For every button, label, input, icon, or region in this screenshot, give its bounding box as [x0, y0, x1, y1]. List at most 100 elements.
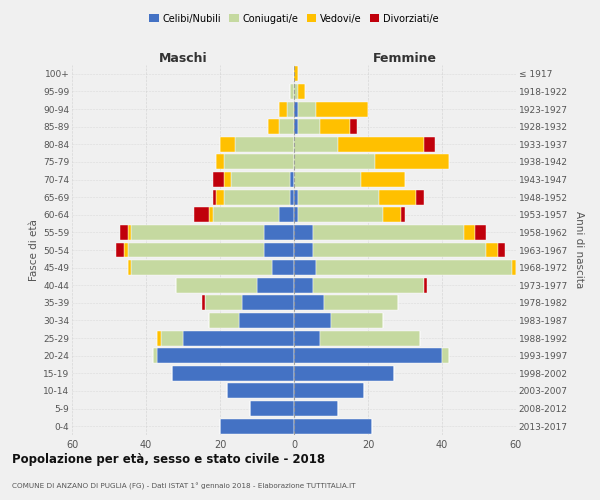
Bar: [194, 208, 209, 222]
Bar: [209, 208, 212, 222]
Bar: [224, 172, 231, 187]
Bar: [464, 225, 475, 240]
Bar: [338, 137, 424, 152]
Bar: [349, 119, 357, 134]
Bar: [383, 208, 401, 222]
Bar: [120, 225, 128, 240]
Bar: [323, 296, 398, 310]
Bar: [224, 190, 290, 204]
Bar: [416, 190, 424, 204]
Bar: [294, 119, 298, 134]
Bar: [220, 418, 294, 434]
Bar: [205, 296, 242, 310]
Bar: [298, 208, 383, 222]
Bar: [212, 190, 217, 204]
Bar: [202, 296, 205, 310]
Bar: [294, 84, 298, 99]
Bar: [224, 154, 294, 170]
Bar: [231, 172, 290, 187]
Bar: [294, 154, 376, 170]
Bar: [157, 348, 294, 363]
Bar: [487, 242, 497, 258]
Bar: [235, 137, 294, 152]
Bar: [316, 102, 368, 116]
Bar: [294, 401, 338, 416]
Bar: [290, 84, 294, 99]
Bar: [320, 119, 349, 134]
Bar: [294, 190, 298, 204]
Bar: [212, 172, 224, 187]
Bar: [294, 418, 372, 434]
Bar: [265, 225, 294, 240]
Bar: [294, 330, 320, 345]
Bar: [294, 137, 338, 152]
Bar: [239, 313, 294, 328]
Bar: [287, 102, 294, 116]
Bar: [401, 208, 405, 222]
Bar: [294, 278, 313, 292]
Bar: [497, 242, 505, 258]
Bar: [216, 154, 224, 170]
Bar: [242, 296, 294, 310]
Bar: [313, 242, 487, 258]
Bar: [424, 137, 434, 152]
Bar: [279, 208, 294, 222]
Bar: [220, 137, 235, 152]
Bar: [154, 348, 157, 363]
Bar: [279, 102, 287, 116]
Bar: [250, 401, 294, 416]
Bar: [172, 366, 294, 381]
Bar: [294, 242, 313, 258]
Bar: [294, 384, 364, 398]
Bar: [131, 260, 272, 275]
Bar: [294, 313, 331, 328]
Bar: [298, 84, 305, 99]
Text: Femmine: Femmine: [373, 52, 437, 65]
Bar: [294, 102, 298, 116]
Bar: [294, 208, 298, 222]
Bar: [424, 278, 427, 292]
Bar: [257, 278, 294, 292]
Text: COMUNE DI ANZANO DI PUGLIA (FG) - Dati ISTAT 1° gennaio 2018 - Elaborazione TUTT: COMUNE DI ANZANO DI PUGLIA (FG) - Dati I…: [12, 482, 355, 490]
Bar: [442, 348, 449, 363]
Bar: [294, 172, 361, 187]
Bar: [298, 190, 379, 204]
Bar: [361, 172, 405, 187]
Bar: [128, 225, 131, 240]
Bar: [379, 190, 416, 204]
Bar: [272, 260, 294, 275]
Bar: [331, 313, 383, 328]
Bar: [116, 242, 124, 258]
Bar: [161, 330, 183, 345]
Legend: Celibi/Nubili, Coniugati/e, Vedovi/e, Divorziati/e: Celibi/Nubili, Coniugati/e, Vedovi/e, Di…: [146, 10, 442, 26]
Bar: [128, 260, 131, 275]
Bar: [294, 366, 394, 381]
Bar: [294, 260, 316, 275]
Bar: [294, 348, 442, 363]
Bar: [294, 66, 298, 82]
Y-axis label: Fasce di età: Fasce di età: [29, 219, 39, 281]
Y-axis label: Anni di nascita: Anni di nascita: [574, 212, 584, 288]
Bar: [512, 260, 516, 275]
Bar: [131, 225, 265, 240]
Bar: [176, 278, 257, 292]
Bar: [212, 208, 279, 222]
Bar: [294, 225, 313, 240]
Bar: [216, 190, 224, 204]
Bar: [128, 242, 265, 258]
Bar: [290, 172, 294, 187]
Bar: [298, 102, 316, 116]
Bar: [320, 330, 420, 345]
Bar: [183, 330, 294, 345]
Bar: [313, 278, 424, 292]
Bar: [209, 313, 239, 328]
Bar: [316, 260, 512, 275]
Bar: [294, 296, 323, 310]
Bar: [268, 119, 279, 134]
Bar: [376, 154, 449, 170]
Bar: [265, 242, 294, 258]
Bar: [313, 225, 464, 240]
Bar: [157, 330, 161, 345]
Text: Popolazione per età, sesso e stato civile - 2018: Popolazione per età, sesso e stato civil…: [12, 452, 325, 466]
Bar: [227, 384, 294, 398]
